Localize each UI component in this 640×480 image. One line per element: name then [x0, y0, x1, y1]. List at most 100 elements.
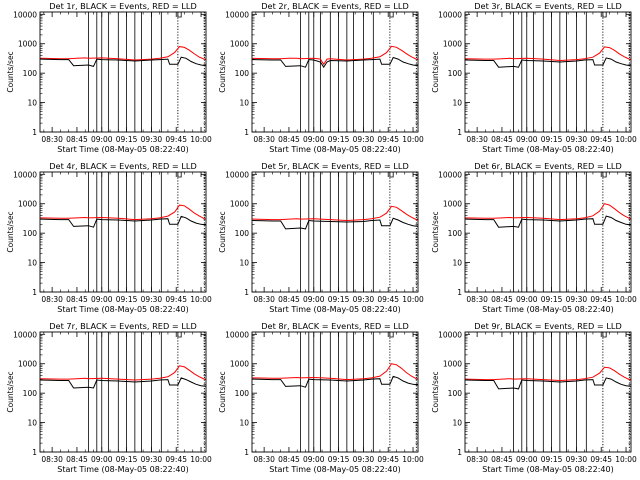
x-tick-label: 09:45: [377, 295, 399, 304]
interval-marker: [602, 172, 607, 178]
x-tick-label: 09:15: [116, 295, 138, 304]
y-axis-label: Counts/sec: [218, 211, 227, 252]
x-tick-label: 09:45: [165, 295, 187, 304]
y-tick-label: 1: [32, 448, 37, 457]
plot-frame: [251, 171, 419, 293]
x-tick-label: 08:45: [491, 455, 513, 464]
y-tick-label: 100: [235, 229, 250, 238]
x-axis-label: Start Time (08-May-05 08:22:40): [482, 305, 613, 314]
y-tick-label: 1: [244, 128, 249, 137]
y-tick-label: 100: [235, 389, 250, 398]
x-tick-label: 10:00: [402, 135, 424, 144]
y-tick-label: 1: [244, 448, 249, 457]
x-tick-label: 08:30: [41, 455, 63, 464]
interval-marker: [177, 172, 182, 178]
panel-title: Det 1r, BLACK = Events, RED = LLD: [49, 1, 197, 11]
y-tick-label: 1000: [230, 200, 249, 209]
x-tick-label: 10:00: [615, 295, 637, 304]
x-tick-label: 09:15: [328, 295, 350, 304]
x-tick-label: 09:45: [590, 295, 612, 304]
y-tick-label: 10000: [438, 330, 462, 339]
y-tick-label: 10000: [438, 10, 462, 19]
x-tick-label: 08:45: [278, 135, 300, 144]
x-tick-label: 09:00: [303, 135, 325, 144]
panel-6: Det 6r, BLACK = Events, RED = LLD 1 10 100 1…: [431, 161, 637, 314]
x-tick-label: 08:30: [253, 455, 275, 464]
x-tick-label: 09:30: [566, 135, 588, 144]
y-tick-label: 1000: [443, 40, 462, 49]
y-axis-label: Counts/sec: [6, 211, 15, 252]
y-tick-label: 10: [27, 259, 37, 268]
y-tick-label: 1: [457, 128, 462, 137]
x-axis-label: Start Time (08-May-05 08:22:40): [57, 145, 188, 154]
x-tick-label: 09:30: [566, 295, 588, 304]
series-lld-line: [465, 203, 632, 221]
series-lld-line: [40, 204, 207, 221]
x-tick-label: 10:00: [615, 135, 637, 144]
panel-title: Det 8r, BLACK = Events, RED = LLD: [261, 321, 409, 331]
panel-7: Det 7r, BLACK = Events, RED = LLD 1 10 100 1…: [6, 321, 212, 474]
x-tick-label: 09:30: [353, 455, 375, 464]
y-tick-label: 10: [239, 419, 249, 428]
x-axis-label: Start Time (08-May-05 08:22:40): [482, 465, 613, 474]
x-axis-label: Start Time (08-May-05 08:22:40): [269, 465, 400, 474]
panel-title: Det 9r, BLACK = Events, RED = LLD: [474, 321, 622, 331]
series-events-line: [252, 217, 419, 230]
x-tick-label: 09:45: [165, 135, 187, 144]
panel-title: Det 3r, BLACK = Events, RED = LLD: [474, 1, 622, 11]
y-tick-label: 1000: [18, 40, 37, 49]
x-tick-label: 09:15: [328, 455, 350, 464]
x-tick-label: 09:15: [116, 455, 138, 464]
series-events-line: [40, 377, 207, 389]
x-tick-label: 08:30: [466, 455, 488, 464]
series-events-line: [465, 57, 632, 68]
panel-title: Det 7r, BLACK = Events, RED = LLD: [49, 321, 197, 331]
x-tick-label: 09:00: [303, 455, 325, 464]
x-tick-label: 09:00: [303, 295, 325, 304]
series-lld-line: [252, 363, 419, 381]
x-tick-label: 09:45: [377, 455, 399, 464]
x-tick-label: 09:15: [541, 295, 563, 304]
x-tick-label: 09:15: [328, 135, 350, 144]
x-tick-label: 09:45: [377, 135, 399, 144]
y-tick-label: 1: [457, 288, 462, 297]
series-lld-line: [465, 366, 632, 382]
x-axis-label: Start Time (08-May-05 08:22:40): [57, 305, 188, 314]
y-tick-label: 10000: [13, 330, 37, 339]
x-tick-label: 09:30: [141, 135, 163, 144]
x-tick-label: 08:45: [66, 295, 88, 304]
x-tick-label: 08:45: [491, 295, 513, 304]
x-tick-label: 10:00: [402, 295, 424, 304]
series-lld-line: [465, 46, 632, 62]
y-tick-label: 1: [32, 128, 37, 137]
y-axis-label: Counts/sec: [431, 51, 440, 92]
interval-marker: [177, 332, 182, 338]
panel-4: Det 4r, BLACK = Events, RED = LLD 1 10 100 1…: [6, 161, 212, 314]
x-tick-label: 09:00: [516, 135, 538, 144]
x-tick-label: 08:45: [66, 135, 88, 144]
panel-9: Det 9r, BLACK = Events, RED = LLD 1 10 100 1…: [431, 321, 637, 474]
x-tick-label: 09:30: [353, 295, 375, 304]
y-tick-label: 10: [452, 419, 462, 428]
y-tick-label: 10: [27, 99, 37, 108]
x-tick-label: 10:00: [190, 135, 212, 144]
x-tick-label: 08:30: [253, 135, 275, 144]
panel-3: Det 3r, BLACK = Events, RED = LLD 1 10 100 1…: [431, 1, 637, 154]
x-tick-label: 08:45: [66, 455, 88, 464]
x-tick-label: 09:45: [590, 135, 612, 144]
x-axis-label: Start Time (08-May-05 08:22:40): [482, 145, 613, 154]
x-tick-label: 09:30: [141, 295, 163, 304]
x-tick-label: 09:45: [165, 455, 187, 464]
x-tick-label: 09:00: [91, 135, 113, 144]
y-axis-label: Counts/sec: [218, 371, 227, 412]
y-tick-label: 10000: [225, 330, 249, 339]
x-tick-label: 10:00: [190, 455, 212, 464]
x-tick-label: 09:00: [91, 455, 113, 464]
y-tick-label: 100: [23, 389, 38, 398]
y-tick-label: 1000: [443, 200, 462, 209]
plot-frame: [39, 171, 207, 293]
x-tick-label: 09:30: [353, 135, 375, 144]
interval-marker: [602, 12, 607, 18]
y-axis-label: Counts/sec: [431, 371, 440, 412]
